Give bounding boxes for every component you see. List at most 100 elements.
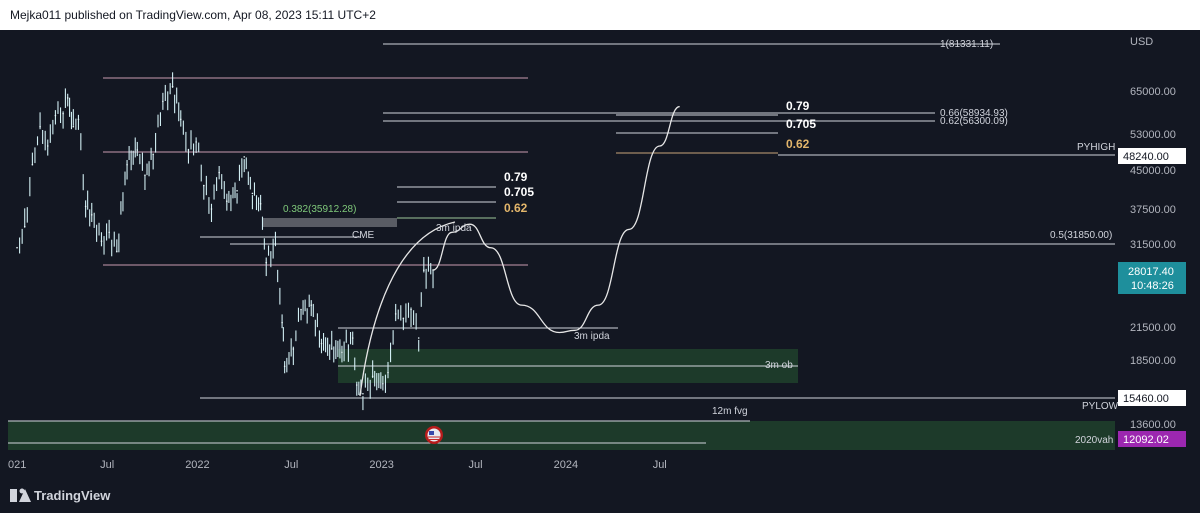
data-point: [265, 261, 268, 264]
time-tick-label: Jul: [100, 459, 114, 471]
data-point: [394, 313, 397, 315]
price-tick-label: 31500.00: [1130, 239, 1176, 251]
data-point: [203, 184, 205, 187]
data-point: [31, 163, 34, 166]
data-point: [274, 243, 277, 245]
fvg-zone: [8, 421, 1115, 450]
data-point: [218, 171, 220, 174]
data-point: [171, 85, 174, 88]
time-tick-label: Jul: [284, 459, 298, 471]
data-point: [187, 149, 190, 151]
pyhigh-price-badge-bg: [1118, 148, 1186, 164]
data-point: [108, 231, 110, 234]
ob-label: 3m ob: [765, 360, 793, 371]
data-point: [179, 118, 182, 121]
data-point: [300, 308, 302, 311]
level-066-label: 0.66(58934.93): [940, 108, 1008, 119]
fib-079-left-label: 0.79: [504, 170, 528, 184]
data-point: [54, 114, 57, 117]
pylow-label: PYLOW: [1082, 401, 1119, 412]
tradingview-logo[interactable]: TradingView: [10, 488, 111, 503]
last-price-value: 28017.40: [1128, 266, 1174, 278]
cme-gap-zone: [262, 218, 397, 227]
time-tick-label: 021: [8, 459, 26, 471]
tradingview-logo-icon: [10, 488, 31, 502]
pylow-price-badge-bg: [1118, 390, 1186, 406]
time-tick-label: Jul: [653, 459, 667, 471]
footer-bar: [0, 470, 1200, 513]
pylow-price-badge-value: 15460.00: [1123, 393, 1169, 405]
data-point: [362, 392, 364, 395]
data-point: [226, 200, 228, 202]
data-point: [126, 163, 128, 166]
data-point: [341, 351, 343, 354]
ipda-top-label: 3m ipda: [436, 223, 472, 234]
data-point: [39, 125, 41, 128]
price-pane[interactable]: 1(81331.11) 0.66(58934.93)0.62(56300.09) 0…: [8, 39, 1119, 450]
fib-062-right-label: 0.62: [786, 137, 810, 151]
vah-price-badge-value: 12092.02: [1123, 434, 1169, 446]
time-tick-label: 2022: [185, 459, 209, 471]
level-062-label: 0.62(56300.09): [940, 116, 1008, 127]
vah-label: 2020vah: [1075, 435, 1113, 446]
price-tick-label: 45000.00: [1130, 165, 1176, 177]
data-point: [66, 97, 69, 99]
fib-079-right-label: 0.79: [786, 99, 810, 113]
price-tick-label: 13600.00: [1130, 419, 1176, 431]
data-point: [236, 190, 238, 192]
currency-label: USD: [1130, 36, 1153, 48]
projection-rise-arc: [359, 221, 456, 397]
price-tick-label: 37500.00: [1130, 204, 1176, 216]
data-point: [355, 384, 358, 386]
fib-0705-left-label: 0.705: [504, 185, 534, 199]
pylow-price-badge[interactable]: 15460.00: [1118, 390, 1186, 406]
data-point: [283, 365, 286, 368]
tradingview-brand: TradingView: [34, 488, 111, 503]
price-tick-label: 53000.00: [1130, 129, 1176, 141]
last-price-badge[interactable]: 28017.40 10:48:26: [1118, 262, 1186, 294]
data-point: [351, 337, 354, 339]
data-point: [72, 125, 75, 128]
price-series: [16, 72, 434, 411]
data-point: [259, 203, 262, 205]
fib-062-left-label: 0.62: [504, 201, 528, 215]
data-point: [162, 100, 164, 103]
data-point: [152, 153, 154, 156]
data-point: [144, 174, 146, 176]
time-tick-label: 2024: [554, 459, 578, 471]
data-point: [90, 214, 93, 216]
data-point: [116, 250, 118, 253]
data-point: [382, 382, 384, 385]
data-point: [195, 141, 197, 143]
data-point: [387, 371, 389, 374]
level-1-label: 1(81331.11): [940, 39, 993, 50]
data-point: [210, 208, 213, 210]
price-axis[interactable]: USD 65000.00 53000.00 45000.00 37500.00 3150…: [1118, 36, 1186, 447]
price-tick-label: 18500.00: [1130, 355, 1176, 367]
data-point: [77, 118, 80, 121]
data-point: [84, 205, 87, 208]
fib-0705-right-label: 0.705: [786, 117, 816, 131]
pyhigh-price-badge[interactable]: 48240.00: [1118, 148, 1186, 164]
data-point: [281, 321, 283, 324]
us-event-marker-icon[interactable]: [425, 426, 443, 444]
data-point: [251, 192, 254, 195]
time-axis[interactable]: 021 Jul 2022 Jul 2023 Jul 2024 Jul: [8, 459, 667, 471]
data-point: [310, 304, 313, 306]
data-point: [402, 317, 405, 320]
data-point: [330, 348, 333, 350]
vah-price-badge[interactable]: 12092.02: [1118, 431, 1186, 447]
fvg-label: 12m fvg: [712, 406, 748, 417]
published-text: Mejka011 published on TradingView.com, A…: [10, 8, 376, 22]
pyhigh-label: PYHIGH: [1077, 142, 1115, 153]
price-tick-label: 21500.00: [1130, 322, 1176, 334]
data-point: [410, 308, 412, 311]
header-bar: [0, 0, 1200, 30]
projection-curve: [432, 105, 680, 334]
price-tick-label: 65000.00: [1130, 86, 1176, 98]
us-flag-canton: [429, 431, 434, 435]
data-point: [100, 240, 103, 242]
data-point: [62, 112, 64, 115]
data-point: [417, 337, 420, 339]
